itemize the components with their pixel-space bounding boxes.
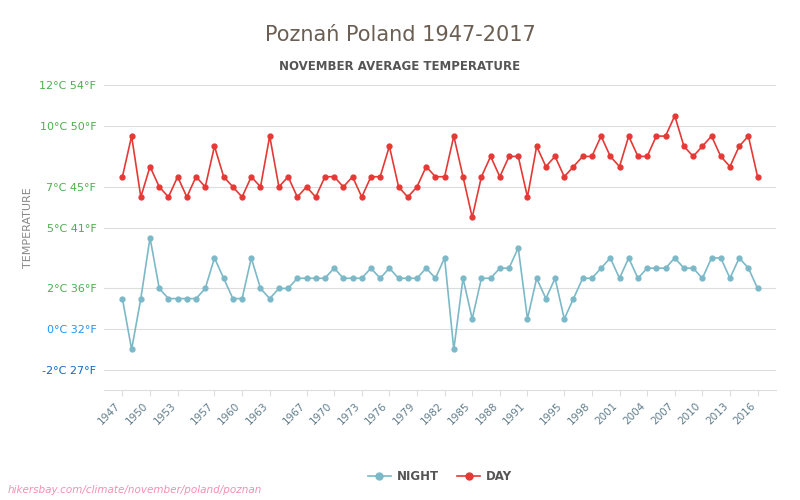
DAY	[477, 174, 486, 180]
NIGHT	[753, 286, 762, 292]
DAY	[753, 174, 762, 180]
DAY	[679, 143, 689, 149]
DAY	[670, 113, 679, 119]
NIGHT	[219, 276, 229, 281]
DAY	[311, 194, 321, 200]
NIGHT	[486, 276, 495, 281]
NIGHT	[330, 265, 339, 271]
DAY	[201, 184, 210, 190]
DAY	[467, 214, 477, 220]
DAY	[265, 133, 274, 139]
Legend: NIGHT, DAY: NIGHT, DAY	[362, 466, 518, 488]
DAY	[385, 143, 394, 149]
NIGHT	[127, 346, 137, 352]
NIGHT	[146, 234, 155, 240]
Y-axis label: TEMPERATURE: TEMPERATURE	[22, 187, 33, 268]
Text: hikersbay.com/climate/november/poland/poznan: hikersbay.com/climate/november/poland/po…	[8, 485, 262, 495]
NIGHT	[118, 296, 127, 302]
Line: NIGHT: NIGHT	[120, 235, 760, 352]
Line: DAY: DAY	[120, 114, 760, 220]
DAY	[118, 174, 127, 180]
NIGHT	[283, 286, 293, 292]
Text: Poznań Poland 1947-2017: Poznań Poland 1947-2017	[265, 25, 535, 45]
NIGHT	[403, 276, 413, 281]
Text: NOVEMBER AVERAGE TEMPERATURE: NOVEMBER AVERAGE TEMPERATURE	[279, 60, 521, 73]
NIGHT	[679, 265, 689, 271]
